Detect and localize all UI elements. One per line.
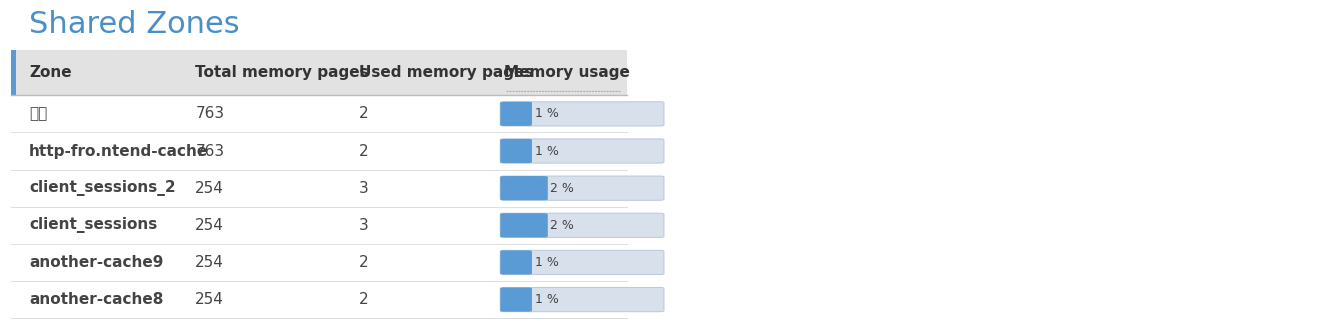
FancyBboxPatch shape <box>500 250 664 275</box>
Text: 3: 3 <box>359 218 368 233</box>
Text: 254: 254 <box>195 255 224 270</box>
Text: 2 %: 2 % <box>550 182 574 195</box>
FancyBboxPatch shape <box>500 139 664 163</box>
Text: 254: 254 <box>195 218 224 233</box>
Text: 1 %: 1 % <box>535 144 558 158</box>
Bar <box>11 132 627 170</box>
Text: Used memory pages: Used memory pages <box>359 65 533 80</box>
Text: 763: 763 <box>195 143 224 159</box>
FancyBboxPatch shape <box>500 176 664 200</box>
FancyBboxPatch shape <box>500 102 664 126</box>
Text: 中国: 中国 <box>29 106 48 121</box>
Text: 3: 3 <box>359 181 368 196</box>
Text: 2: 2 <box>359 292 368 307</box>
Text: 2: 2 <box>359 143 368 159</box>
FancyBboxPatch shape <box>500 213 664 237</box>
Text: 1 %: 1 % <box>535 293 558 306</box>
FancyBboxPatch shape <box>500 287 532 312</box>
FancyBboxPatch shape <box>500 176 548 200</box>
Text: another-cache9: another-cache9 <box>29 255 164 270</box>
FancyBboxPatch shape <box>500 102 532 126</box>
Text: Zone: Zone <box>29 65 71 80</box>
Text: Memory usage: Memory usage <box>504 65 630 80</box>
Text: 2: 2 <box>359 106 368 121</box>
FancyBboxPatch shape <box>500 139 532 163</box>
Text: http-fro.ntend-cache: http-fro.ntend-cache <box>29 143 209 159</box>
Text: 1 %: 1 % <box>535 107 558 120</box>
Bar <box>11 281 627 318</box>
Bar <box>11 50 627 95</box>
Bar <box>11 244 627 281</box>
Text: 1 %: 1 % <box>535 256 558 269</box>
Text: another-cache8: another-cache8 <box>29 292 164 307</box>
Text: 254: 254 <box>195 292 224 307</box>
FancyBboxPatch shape <box>500 287 664 312</box>
Text: Total memory pages: Total memory pages <box>195 65 370 80</box>
FancyBboxPatch shape <box>500 250 532 275</box>
Text: 2 %: 2 % <box>550 219 574 232</box>
Text: 2: 2 <box>359 255 368 270</box>
FancyBboxPatch shape <box>500 213 548 237</box>
Text: Shared Zones: Shared Zones <box>29 10 240 39</box>
Bar <box>11 50 16 95</box>
Bar <box>11 207 627 244</box>
Bar <box>11 170 627 207</box>
Text: client_sessions: client_sessions <box>29 217 157 233</box>
Text: 763: 763 <box>195 106 224 121</box>
Text: client_sessions_2: client_sessions_2 <box>29 180 176 196</box>
Bar <box>11 95 627 132</box>
Text: 254: 254 <box>195 181 224 196</box>
